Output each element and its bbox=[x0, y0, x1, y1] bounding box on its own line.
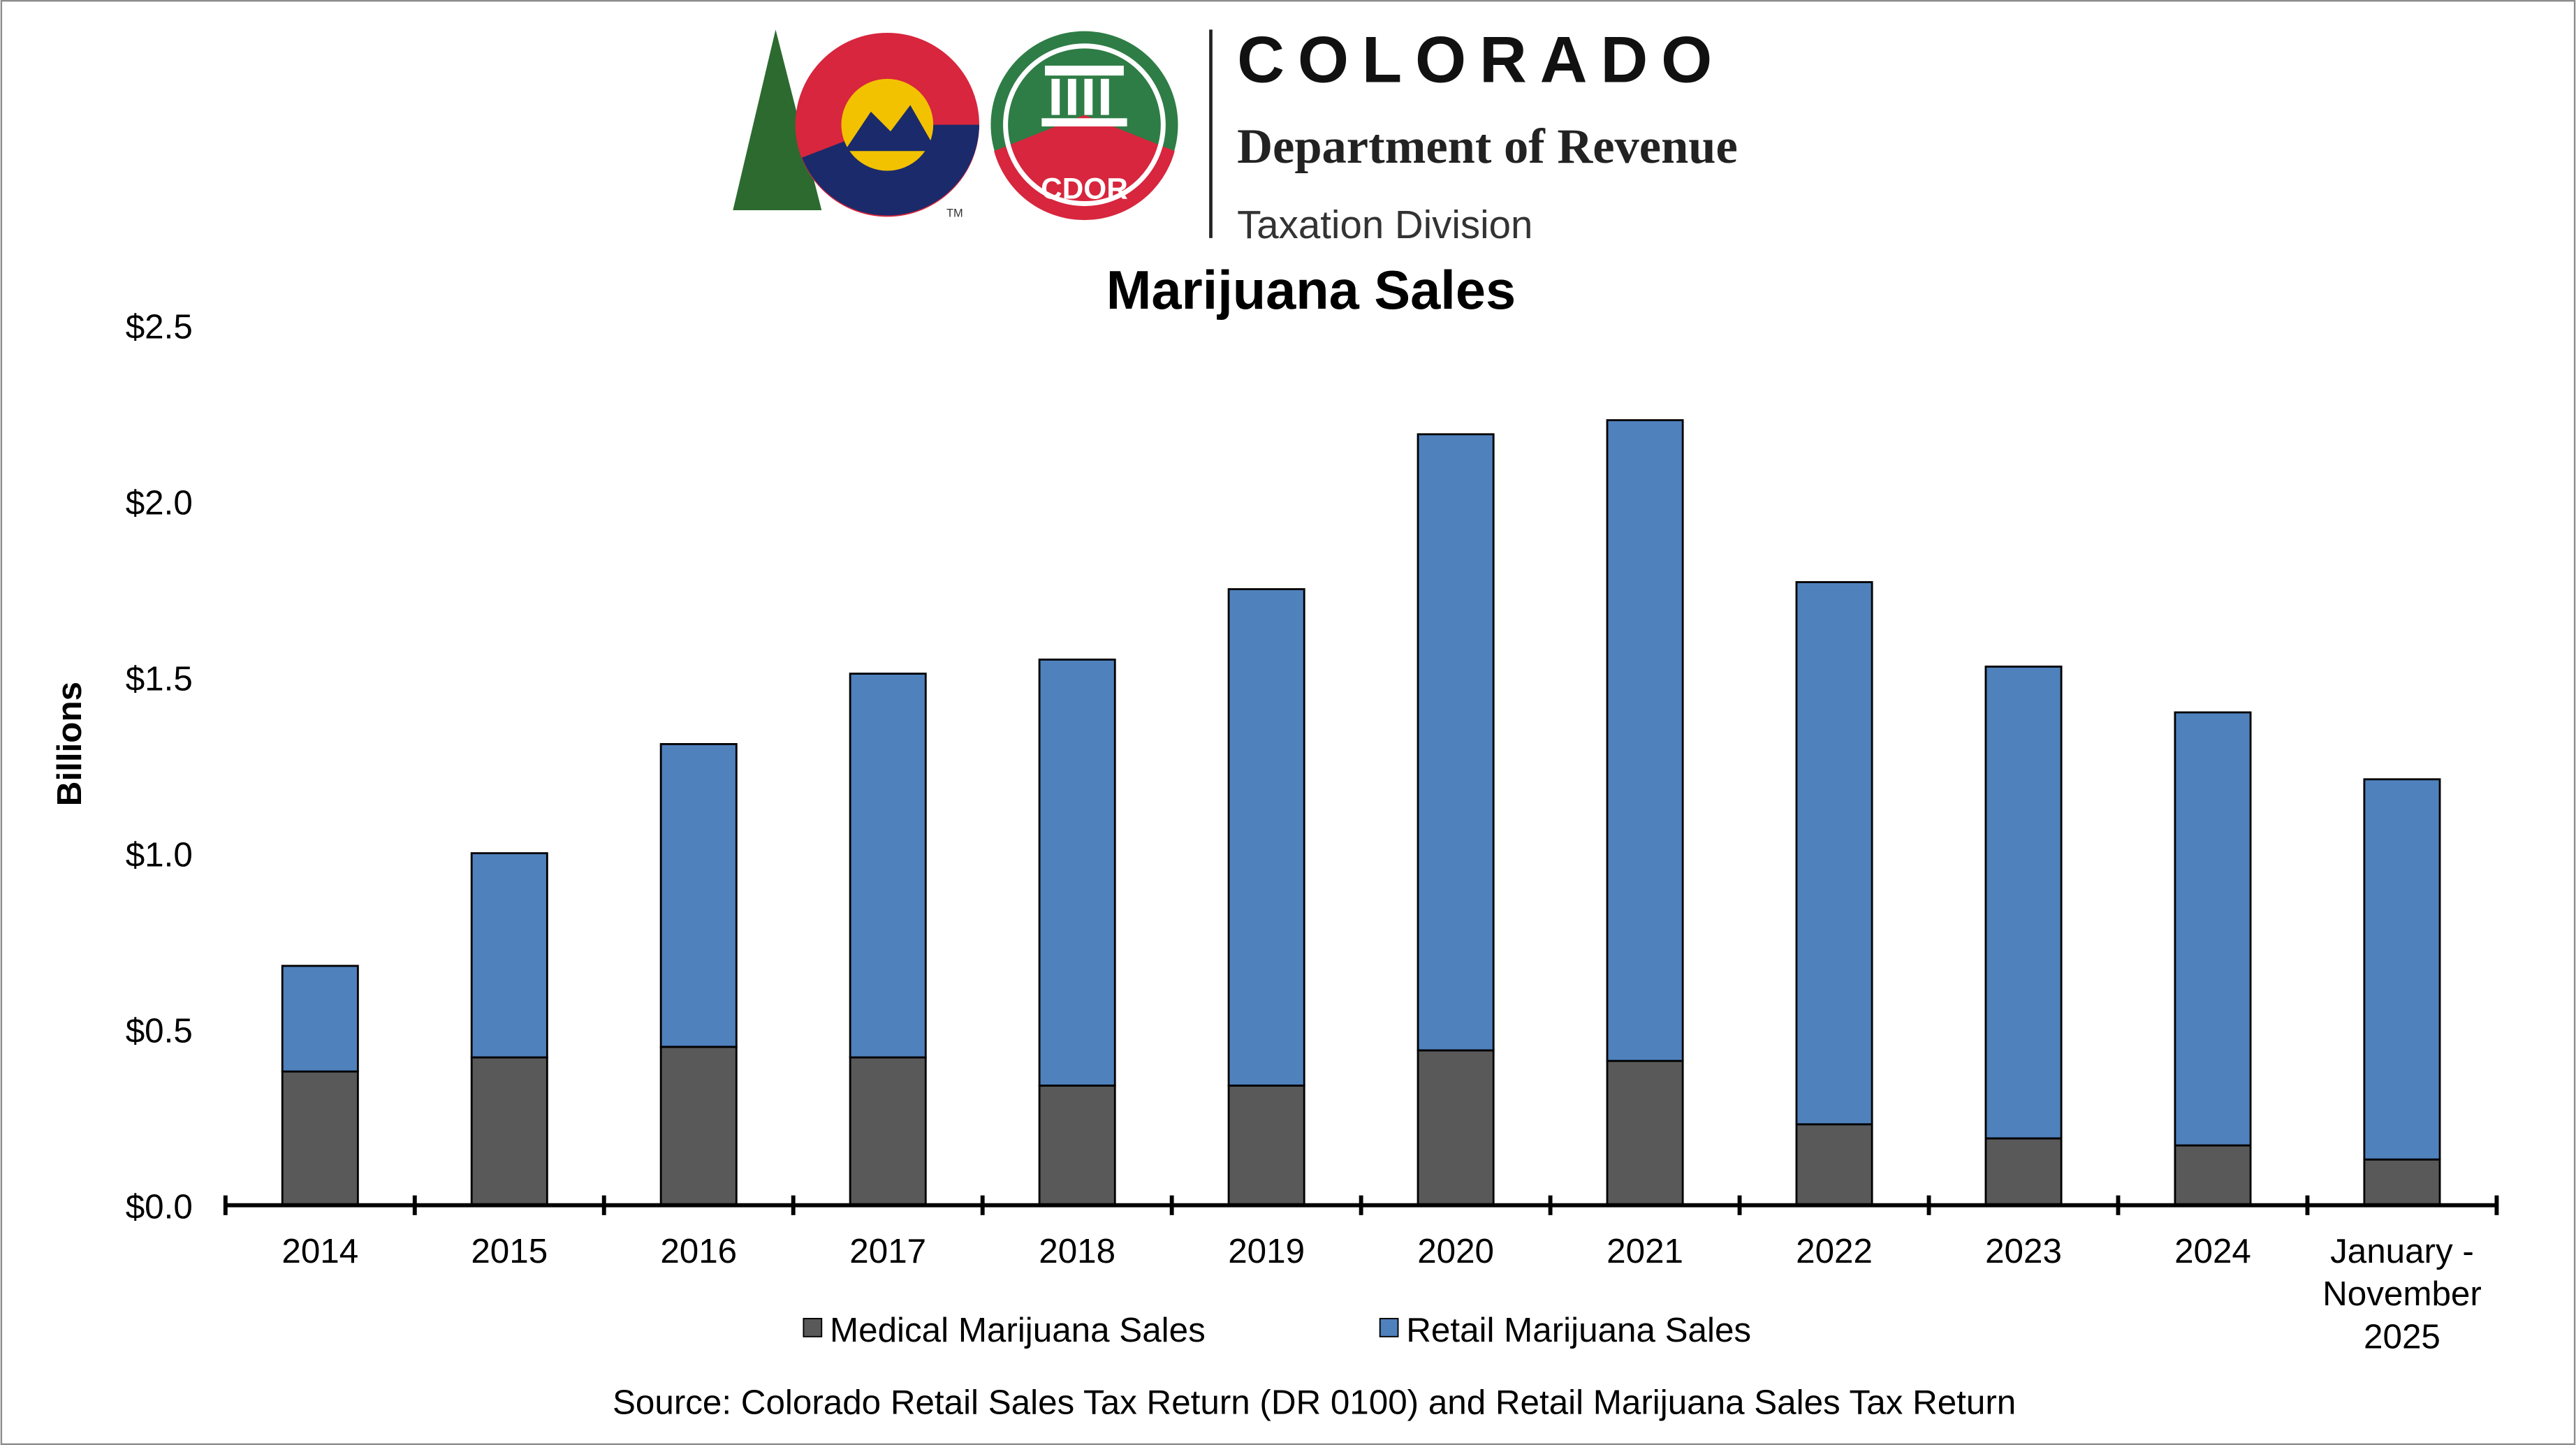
y-axis-label: Billions bbox=[50, 682, 89, 806]
legend-swatch bbox=[803, 1318, 823, 1337]
x-tick-label: 2016 bbox=[660, 1232, 737, 1270]
x-tick-label: 2014 bbox=[281, 1232, 358, 1270]
x-tick-label: 2022 bbox=[1796, 1232, 1873, 1270]
bar-retail bbox=[2363, 778, 2441, 1161]
bar-retail bbox=[1984, 666, 2063, 1140]
department-name: Department of Revenue bbox=[1237, 119, 1738, 174]
x-tick-label: 2019 bbox=[1228, 1232, 1305, 1270]
bar-retail bbox=[1606, 419, 1684, 1062]
tree-icon bbox=[733, 29, 822, 210]
legend-label: Medical Marijuana Sales bbox=[830, 1311, 1206, 1349]
x-tick-label: 2021 bbox=[1607, 1232, 1683, 1270]
bar-medical bbox=[1227, 1084, 1305, 1207]
x-tick-label: 2020 bbox=[1417, 1232, 1494, 1270]
source-note: Source: Colorado Retail Sales Tax Return… bbox=[613, 1383, 2016, 1421]
bar-medical bbox=[849, 1056, 927, 1207]
chart-title: Marijuana Sales bbox=[1106, 261, 1516, 321]
bar-retail bbox=[281, 964, 359, 1073]
bar-retail bbox=[1795, 581, 1873, 1126]
y-tick-label: $1.0 bbox=[126, 835, 193, 874]
x-tick-label: 2023 bbox=[1985, 1232, 2062, 1270]
legend-swatch bbox=[1379, 1318, 1399, 1337]
x-tick-label: 2015 bbox=[471, 1232, 548, 1270]
bar-medical bbox=[1984, 1137, 2063, 1207]
legend-label: Retail Marijuana Sales bbox=[1406, 1311, 1751, 1349]
bar-retail bbox=[659, 742, 738, 1048]
bar-retail bbox=[1038, 658, 1116, 1087]
cdor-logo: TM CDOR COLORADO Department of Revenue T… bbox=[733, 23, 1738, 247]
bar-medical bbox=[1038, 1084, 1116, 1207]
x-tick-label: January -November 2025 bbox=[2322, 1232, 2482, 1356]
y-tick-label: $0.5 bbox=[126, 1012, 193, 1050]
bar-medical bbox=[659, 1046, 738, 1207]
bar-retail bbox=[2174, 711, 2252, 1147]
bar-medical bbox=[1606, 1059, 1684, 1207]
division-name: Taxation Division bbox=[1237, 203, 1532, 247]
y-tick-label: $1.5 bbox=[126, 659, 193, 698]
building-icon bbox=[1041, 66, 1127, 127]
y-tick-label: $0.0 bbox=[126, 1188, 193, 1226]
x-tick-label: 2024 bbox=[2174, 1232, 2251, 1270]
bar-medical bbox=[1795, 1123, 1873, 1207]
bar-retail bbox=[1417, 433, 1495, 1052]
y-tick-label: $2.0 bbox=[126, 483, 193, 522]
bar-medical bbox=[281, 1070, 359, 1207]
bar-medical bbox=[2174, 1144, 2252, 1207]
bar-medical bbox=[1417, 1049, 1495, 1207]
bar-medical bbox=[2363, 1158, 2441, 1207]
svg-text:CDOR: CDOR bbox=[1041, 172, 1128, 205]
bar-retail bbox=[470, 852, 548, 1059]
bar-medical bbox=[470, 1056, 548, 1207]
org-name: COLORADO bbox=[1237, 23, 1725, 96]
bar-retail bbox=[849, 673, 927, 1059]
svg-text:TM: TM bbox=[946, 207, 963, 219]
x-tick-label: 2017 bbox=[849, 1232, 926, 1270]
x-tick-label: 2018 bbox=[1039, 1232, 1115, 1270]
bar-retail bbox=[1227, 588, 1305, 1087]
y-tick-label: $2.5 bbox=[126, 307, 193, 346]
